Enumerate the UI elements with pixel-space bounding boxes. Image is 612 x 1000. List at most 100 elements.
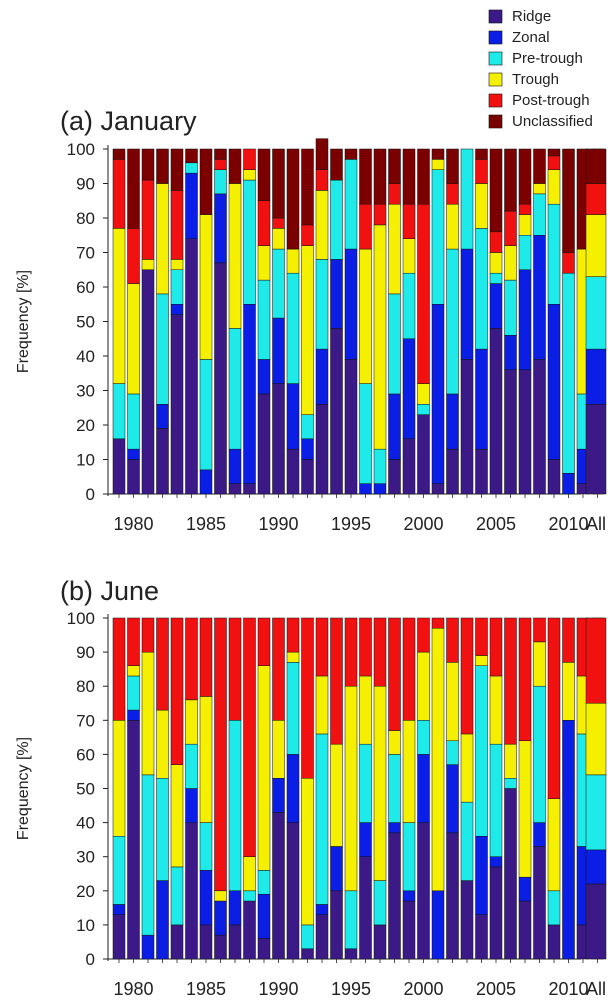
bar-segment-zonal <box>214 193 227 264</box>
bar-segment-trough <box>315 675 329 735</box>
bar-segment-pre-trough <box>475 665 488 837</box>
bar-segment-zonal <box>388 393 401 460</box>
bar-segment-pre-trough <box>504 778 517 789</box>
bar-segment-post-trough <box>272 217 285 229</box>
bar-segment-post-trough <box>141 179 155 260</box>
bar-segment-post-trough <box>489 231 503 253</box>
bar-stack-2005 <box>489 148 503 495</box>
bar-stack-1979 <box>112 148 126 495</box>
bar-segment-zonal <box>344 248 358 360</box>
bar-segment-post-trough <box>315 617 329 677</box>
bar-segment-ridge <box>388 832 401 960</box>
bar-segment-trough <box>504 245 517 281</box>
bar-segment-ridge <box>518 369 532 495</box>
bar-segment-ridge <box>446 832 459 960</box>
bar-segment-ridge <box>257 393 271 495</box>
bar-segment-ridge <box>417 822 430 960</box>
bar-segment-pre-trough <box>402 822 416 892</box>
bar-segment-unclassified <box>344 148 358 160</box>
bar-segment-trough <box>460 733 474 803</box>
legend-label: Trough <box>512 71 559 88</box>
bar-stack-1992 <box>301 148 314 495</box>
bar-segment-pre-trough <box>127 393 140 450</box>
bar-stack-1995 <box>344 617 358 960</box>
y-axis-label: Frequency [%] <box>15 737 32 840</box>
bar-segment-ridge <box>228 483 242 495</box>
bar-segment-trough <box>199 214 213 360</box>
bar-stack-1983 <box>170 148 184 495</box>
bar-segment-zonal <box>272 317 285 384</box>
bar-segment-zonal <box>127 709 140 721</box>
bar-segment-trough <box>431 627 445 892</box>
y-tick-label: 90 <box>76 175 95 194</box>
bar-segment-post-trough <box>257 617 271 666</box>
legend-swatch <box>488 30 503 45</box>
bar-stack-2008 <box>533 148 546 495</box>
bar-segment-trough <box>489 252 503 274</box>
bar-segment-ridge <box>460 880 474 960</box>
bar-segment-unclassified <box>504 148 517 212</box>
legend-swatch <box>488 9 503 24</box>
bar-stack-1988 <box>243 617 256 960</box>
bar-segment-zonal <box>228 890 242 926</box>
bar-segment-post-trough <box>562 617 575 663</box>
bar-segment-trough <box>301 778 314 926</box>
bar-segment-zonal <box>185 172 198 239</box>
bar-segment-unclassified <box>301 148 314 226</box>
bar-segment-trough <box>112 228 126 384</box>
bar-segment-zonal <box>585 348 607 405</box>
bar-segment-trough <box>373 685 387 881</box>
bar-segment-ridge <box>344 948 358 960</box>
bar-segment-unclassified <box>431 148 445 160</box>
bar-segment-zonal <box>431 890 445 960</box>
bar-segment-pre-trough <box>585 276 607 350</box>
bar-stack-all <box>585 148 607 495</box>
bar-segment-post-trough <box>475 159 488 184</box>
bar-stack-1982 <box>156 617 169 960</box>
bar-stack-1992 <box>301 617 314 960</box>
bar-segment-ridge <box>170 314 184 495</box>
bar-stack-1984 <box>185 617 198 960</box>
bar-segment-zonal <box>533 822 546 847</box>
bar-stack-1980 <box>127 617 140 960</box>
bar-segment-post-trough <box>489 617 503 677</box>
x-tick-label: 1985 <box>186 979 226 999</box>
bar-segment-post-trough <box>533 617 546 643</box>
x-tick-label: 1995 <box>331 979 371 999</box>
bar-segment-trough <box>127 665 140 677</box>
panel-title: (a) January <box>60 106 197 136</box>
bar-stack-1980 <box>127 148 140 495</box>
bar-segment-trough <box>185 699 198 745</box>
bar-stack-2006 <box>504 617 517 960</box>
bar-segment-trough <box>585 703 607 776</box>
x-tick-label: 2010 <box>548 979 588 999</box>
bar-segment-post-trough <box>562 252 575 274</box>
bar-stack-1986 <box>214 148 227 495</box>
bar-segment-post-trough <box>373 203 387 226</box>
bar-segment-unclassified <box>373 148 387 205</box>
bar-segment-post-trough <box>156 617 169 711</box>
bar-segment-pre-trough <box>141 774 155 936</box>
bar-segment-pre-trough <box>475 228 488 350</box>
panel-june: (b) June Frequency [%] 0 10 20 30 40 50 60 70 80 90… <box>15 576 607 999</box>
legend: Ridge Zonal Pre-trough Trough Post-trough Unc… <box>488 8 593 130</box>
bar-segment-pre-trough <box>547 890 561 926</box>
bar-stack-2000 <box>417 148 430 495</box>
bar-segment-post-trough <box>417 203 430 384</box>
x-tick-label: 2000 <box>403 979 443 999</box>
bar-stack-1994 <box>330 617 343 960</box>
bar-segment-trough <box>373 224 387 450</box>
bar-segment-ridge <box>243 900 256 960</box>
x-tick-label: 1985 <box>186 514 226 534</box>
bar-segment-ridge <box>156 428 169 495</box>
bar-stack-1990 <box>272 148 285 495</box>
bar-segment-trough <box>286 651 300 663</box>
y-tick-label: 10 <box>76 451 95 470</box>
bar-segment-trough <box>141 259 155 270</box>
bar-segment-pre-trough <box>533 193 546 236</box>
x-tick-label: 1980 <box>113 979 153 999</box>
bar-segment-pre-trough <box>286 272 300 384</box>
bar-segment-post-trough <box>388 617 401 731</box>
bar-stack-1993 <box>315 617 329 960</box>
